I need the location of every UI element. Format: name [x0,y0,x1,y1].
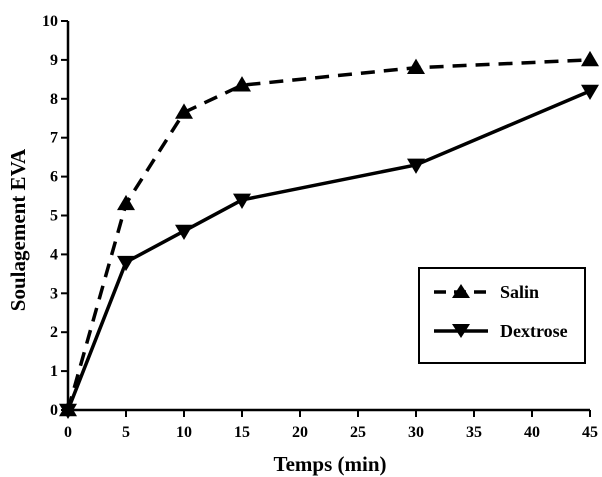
data-point-dextrose [117,255,135,272]
x-axis-title: Temps (min) [274,452,387,476]
y-tick-label: 1 [50,363,58,380]
x-tick-label: 25 [350,424,366,441]
y-tick-label: 4 [50,246,58,263]
data-point-salin [233,76,251,92]
y-tick-label: 0 [50,402,58,419]
legend-label-salin: Salin [500,282,539,302]
y-tick-label: 7 [50,130,58,147]
x-tick-label: 35 [466,424,482,441]
legend-marker-salin [452,284,470,298]
x-tick-label: 45 [582,424,598,441]
y-tick-label: 9 [50,52,58,69]
x-tick-label: 30 [408,424,424,441]
y-tick-label: 8 [50,91,58,108]
y-tick-label: 2 [50,324,58,341]
series-layer [59,50,599,419]
data-point-dextrose [175,224,193,241]
series-line-salin [66,58,591,411]
legend-label-dextrose: Dextrose [500,321,568,341]
y-axis-title: Soulagement EVA [6,148,30,311]
y-tick-label: 10 [42,13,58,30]
data-point-dextrose [581,84,599,101]
legend-marker-dextrose [452,324,470,338]
legend-box [418,267,586,364]
data-point-salin [175,103,193,119]
x-tick-label: 15 [234,424,250,441]
y-tick-label: 3 [50,285,58,302]
data-point-dextrose [59,403,77,419]
data-point-dextrose [233,193,251,209]
data-point-salin [581,50,599,67]
x-tick-label: 20 [292,424,308,441]
x-tick-label: 0 [64,424,72,441]
y-tick-label: 5 [50,208,58,225]
data-point-salin [117,194,135,211]
legend: Salin Dextrose [418,267,586,364]
x-tick-label: 5 [122,424,130,441]
y-ticks: 0 1 2 3 4 5 6 7 8 9 10 [42,13,68,419]
x-tick-label: 40 [524,424,540,441]
data-point-dextrose [407,158,425,174]
y-tick-label: 6 [50,169,58,186]
x-tick-label: 10 [176,424,192,441]
x-ticks: 0 5 10 15 20 25 30 35 40 45 [64,410,598,441]
data-point-salin [407,58,425,74]
series-line-dextrose [66,89,591,411]
